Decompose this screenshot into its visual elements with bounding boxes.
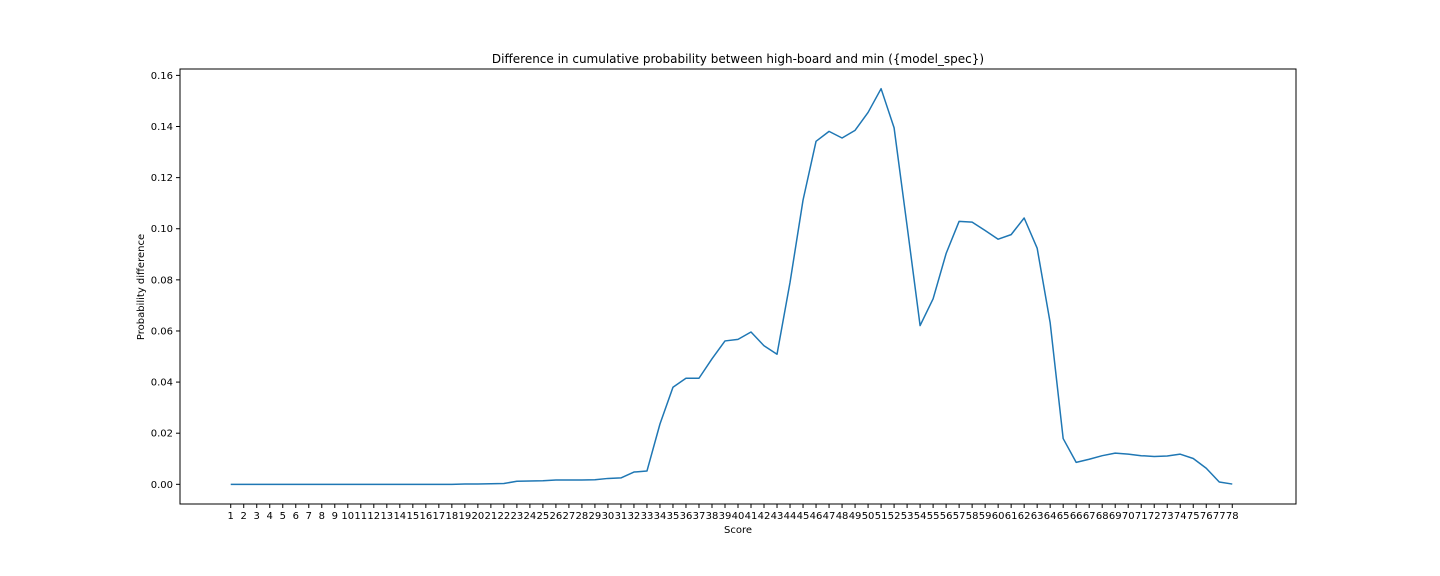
chart-title: Difference in cumulative probability bet… xyxy=(492,52,984,66)
x-tick-label: 17 xyxy=(432,511,445,522)
x-tick-label: 5 xyxy=(280,511,286,522)
y-axis: 0.00 0.02 0.04 0.06 0.08 0.10 0.12 0.14 0.16 xyxy=(151,71,180,491)
x-tick-label: 22 xyxy=(498,511,511,522)
x-tick-label: 46 xyxy=(810,511,823,522)
x-tick-label: 15 xyxy=(406,511,419,522)
x-tick-label: 59 xyxy=(979,511,992,522)
x-tick-label: 74 xyxy=(1174,511,1187,522)
x-tick-label: 68 xyxy=(1096,511,1109,522)
x-tick-label: 52 xyxy=(888,511,901,522)
x-tick-label: 1 xyxy=(228,511,234,522)
x-tick-label: 20 xyxy=(471,511,484,522)
x-tick-label: 69 xyxy=(1109,511,1122,522)
x-tick-label: 62 xyxy=(1018,511,1031,522)
x-tick-label: 6 xyxy=(293,511,299,522)
x-tick-label: 45 xyxy=(797,511,810,522)
x-tick-label: 13 xyxy=(380,511,393,522)
x-tick-label: 12 xyxy=(367,511,380,522)
x-tick-label: 34 xyxy=(654,511,667,522)
x-tick-label: 30 xyxy=(602,511,615,522)
x-tick-label: 18 xyxy=(445,511,458,522)
x-tick-label: 9 xyxy=(332,511,338,522)
x-tick-label: 35 xyxy=(667,511,680,522)
x-tick-label: 54 xyxy=(914,511,927,522)
x-tick-label: 56 xyxy=(940,511,953,522)
x-tick-label: 64 xyxy=(1044,511,1057,522)
plot-area xyxy=(230,87,1233,486)
x-tick-label: 73 xyxy=(1161,511,1174,522)
x-tick-label: 75 xyxy=(1187,511,1200,522)
x-tick-label: 76 xyxy=(1200,511,1213,522)
x-tick-label: 19 xyxy=(458,511,471,522)
x-tick-label: 61 xyxy=(1005,511,1018,522)
x-tick-label: 66 xyxy=(1070,511,1083,522)
x-tick-label: 50 xyxy=(862,511,875,522)
x-tick-label: 25 xyxy=(537,511,550,522)
y-tick-label: 0.08 xyxy=(151,275,173,286)
x-tick-label: 57 xyxy=(953,511,966,522)
x-tick-label: 67 xyxy=(1083,511,1096,522)
x-tick-label: 48 xyxy=(836,511,849,522)
x-tick-label: 27 xyxy=(563,511,576,522)
y-tick-label: 0.16 xyxy=(151,71,173,82)
y-tick-label: 0.10 xyxy=(151,224,173,235)
x-tick-label: 78 xyxy=(1226,511,1239,522)
x-tick-label: 29 xyxy=(589,511,602,522)
x-tick-label: 2 xyxy=(241,511,247,522)
x-tick-label: 7 xyxy=(306,511,312,522)
x-tick-label: 51 xyxy=(875,511,888,522)
x-tick-label: 32 xyxy=(628,511,641,522)
x-tick-label: 3 xyxy=(254,511,260,522)
x-tick-label: 24 xyxy=(524,511,537,522)
x-axis: 1 2 3 4 5 6 7 8 9 10 11 12 13 14 15 16 17 18 19 20 21 22 23 24 2… xyxy=(228,504,1239,522)
x-axis-label: Score xyxy=(724,525,752,536)
x-tick-label: 72 xyxy=(1148,511,1161,522)
x-tick-label: 4 xyxy=(267,511,273,522)
y-tick-label: 0.14 xyxy=(151,122,173,133)
series-line-0 xyxy=(230,87,1233,486)
x-tick-label: 8 xyxy=(319,511,325,522)
y-tick-label: 0.04 xyxy=(151,378,173,389)
x-tick-label: 60 xyxy=(992,511,1005,522)
x-tick-label: 42 xyxy=(758,511,771,522)
x-tick-label: 33 xyxy=(641,511,654,522)
axes-frame xyxy=(179,68,1297,505)
x-tick-label: 36 xyxy=(680,511,693,522)
x-tick-label: 21 xyxy=(484,511,497,522)
x-tick-label: 47 xyxy=(823,511,836,522)
x-tick-label: 14 xyxy=(393,511,406,522)
x-tick-label: 58 xyxy=(966,511,979,522)
x-tick-label: 77 xyxy=(1213,511,1226,522)
x-tick-label: 63 xyxy=(1031,511,1044,522)
x-tick-label: 43 xyxy=(771,511,784,522)
x-tick-label: 41 xyxy=(745,511,758,522)
x-tick-label: 10 xyxy=(341,511,354,522)
x-tick-label: 49 xyxy=(849,511,862,522)
x-tick-label: 71 xyxy=(1135,511,1148,522)
x-tick-label: 70 xyxy=(1122,511,1135,522)
x-tick-label: 31 xyxy=(615,511,628,522)
x-tick-label: 11 xyxy=(354,511,367,522)
y-tick-label: 0.00 xyxy=(151,480,173,491)
x-tick-label: 39 xyxy=(719,511,732,522)
y-axis-label: Probability difference xyxy=(136,234,147,340)
x-tick-label: 53 xyxy=(901,511,914,522)
x-tick-label: 55 xyxy=(927,511,940,522)
x-tick-label: 23 xyxy=(511,511,524,522)
x-tick-label: 28 xyxy=(576,511,589,522)
x-tick-label: 16 xyxy=(419,511,432,522)
x-tick-label: 40 xyxy=(732,511,745,522)
x-tick-label: 65 xyxy=(1057,511,1070,522)
x-tick-label: 38 xyxy=(706,511,719,522)
y-tick-label: 0.02 xyxy=(151,429,173,440)
y-tick-label: 0.06 xyxy=(151,326,173,337)
x-tick-label: 26 xyxy=(550,511,563,522)
y-tick-label: 0.12 xyxy=(151,173,173,184)
x-tick-label: 44 xyxy=(784,511,797,522)
x-tick-label: 37 xyxy=(693,511,706,522)
